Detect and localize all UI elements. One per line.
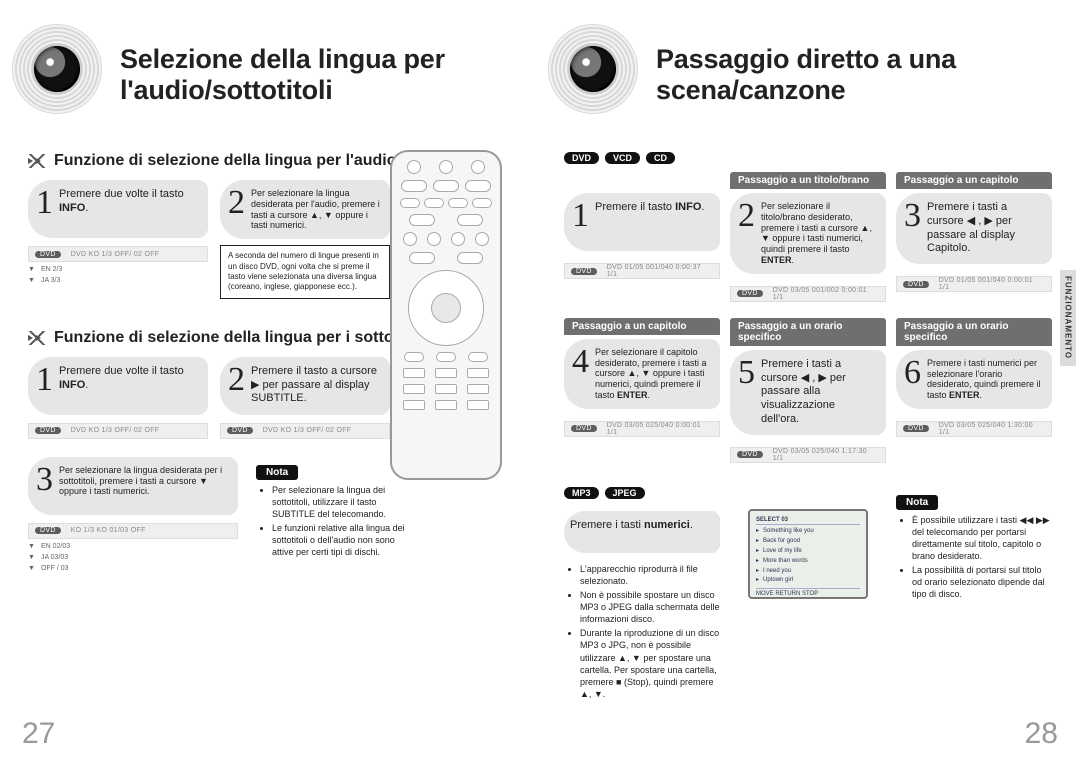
sub-step-3: 3 Per selezionare la lingua desiderata p…: [28, 457, 238, 515]
step-1: 1 Premere il tasto INFO.: [564, 193, 720, 251]
page-title-left: Selezione della lingua per l'audio/sotto…: [120, 44, 516, 106]
note-list: Per selezionare la lingua dei sottotitol…: [256, 484, 416, 559]
display-strip: DVDDVD 03/05 025/040 0:00:01 1/1: [564, 421, 720, 437]
audio-footnote: A seconda del numero di lingue presenti …: [220, 245, 390, 299]
step-6: 6 Premere i tasti numerici per seleziona…: [896, 350, 1052, 409]
audio-step-1: 1 Premere due volte il tasto INFO.: [28, 180, 208, 238]
display-strip: DVDDVD KO 1/3 OFF/ 02 OFF: [28, 246, 208, 262]
format-badges: DVD VCD CD: [564, 152, 1052, 164]
sub-lang-list: ▼ EN 2/3: [28, 266, 208, 273]
note-badge: Nota: [896, 495, 938, 510]
audio-step-2: 2 Per selezionare la lingua desiderata p…: [220, 180, 390, 239]
cell-header: Passaggio a un titolo/brano: [730, 172, 886, 189]
step-mp3: Premere i tasti numerici.: [564, 511, 720, 553]
step-3: 3 Premere i tasti a cursore ◀ , ▶ per pa…: [896, 193, 1052, 264]
side-tab: FUNZIONAMENTO: [1060, 270, 1076, 366]
sub-step-1: 1 Premere due volte il tasto INFO.: [28, 357, 208, 415]
display-strip: DVDKO 1/3 KO 01/03 OFF: [28, 523, 238, 539]
step-5: 5 Premere i tasti a cursore ◀ , ▶ per pa…: [730, 350, 886, 435]
tv-preview: SELECT 03 Something like you Back for go…: [748, 509, 868, 599]
display-strip: DVDDVD 03/05 025/040 1:17:30 1/1: [730, 447, 886, 463]
cell-header: Passaggio a un orario specifico: [730, 318, 886, 346]
lead-arrow-icon: [28, 154, 46, 168]
lead-arrow-icon: [28, 331, 46, 345]
page-title-right: Passaggio diretto a una scena/canzone: [656, 44, 1052, 106]
speaker-icon: [548, 24, 638, 114]
sub-step-2: 2 Premere il tasto a cursore ▶ per passa…: [220, 357, 390, 415]
cell-header: Passaggio a un capitolo: [564, 318, 720, 335]
cell-header: Passaggio a un capitolo: [896, 172, 1052, 189]
page-number: 28: [1025, 717, 1058, 751]
note-list: È possibile utilizzare i tasti ◀◀ ▶▶ del…: [896, 514, 1052, 601]
speaker-icon: [12, 24, 102, 114]
section-heading-audio: Funzione di selezione della lingua per l…: [54, 152, 397, 170]
page-number: 27: [22, 717, 55, 751]
step-2: 2 Per selezionare il titolo/brano deside…: [730, 193, 886, 274]
display-strip: DVDDVD 01/05 001/040 0:00:01 1/1: [896, 276, 1052, 292]
display-strip: DVDDVD 03/05 025/040 1:30:00 1/1: [896, 421, 1052, 437]
display-strip: DVDDVD KO 1/3 OFF/ 02 OFF: [220, 423, 390, 439]
remote-illustration: [390, 150, 502, 480]
mp3-bullets: L'apparecchio riprodurrà il file selezio…: [564, 563, 720, 703]
cell-header: Passaggio a un orario specifico: [896, 318, 1052, 346]
step-4: 4 Per selezionare il capitolo desiderato…: [564, 339, 720, 409]
format-badges: MP3 JPEG: [564, 487, 720, 499]
section-heading-sub: Funzione di selezione della lingua per i…: [54, 329, 427, 347]
display-strip: DVDDVD KO 1/3 OFF/ 02 OFF: [28, 423, 208, 439]
display-strip: DVDDVD 03/05 001/002 0:00:01 1/1: [730, 286, 886, 302]
display-strip: DVDDVD 01/05 001/040 0:00:37 1/1: [564, 263, 720, 279]
note-badge: Nota: [256, 465, 298, 480]
